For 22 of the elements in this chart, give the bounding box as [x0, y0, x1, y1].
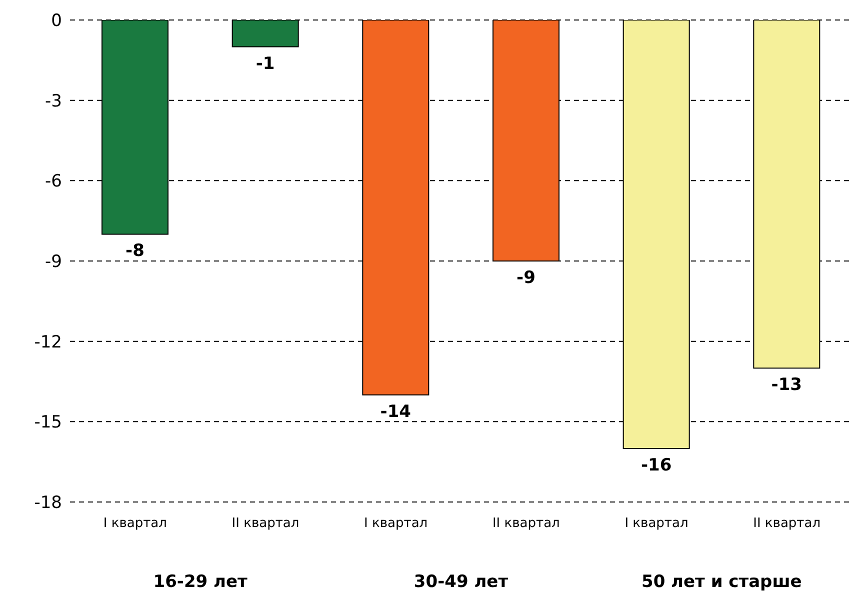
- y-tick-label: -6: [45, 172, 62, 192]
- text: 16-29 лет: [152, 572, 248, 592]
- data-label: -8: [126, 241, 144, 262]
- x-tick-label: I квартал: [103, 516, 167, 532]
- data-label: -14: [380, 402, 412, 422]
- y-tick-label: -3: [45, 91, 62, 112]
- y-tick-label: -9: [45, 252, 62, 272]
- data-label: -9: [516, 268, 536, 288]
- text: 30-49 лет: [412, 572, 510, 592]
- y-tick-label: -18: [34, 493, 62, 514]
- data-label: -16: [640, 455, 672, 476]
- data-label: -1: [256, 54, 275, 74]
- x-tick-label: I квартал: [364, 516, 428, 532]
- data-label: -13: [771, 375, 802, 396]
- x-tick-label: II квартал: [753, 516, 821, 532]
- x-tick-label: II квартал: [232, 516, 300, 532]
- x-tick-label: I квартал: [624, 516, 688, 532]
- y-tick-label: 0: [51, 11, 62, 32]
- y-tick-label: -12: [34, 332, 62, 352]
- x-tick-label: II квартал: [492, 516, 560, 532]
- y-tick-label: -15: [34, 412, 62, 433]
- text: 50 лет и старше: [640, 572, 803, 592]
